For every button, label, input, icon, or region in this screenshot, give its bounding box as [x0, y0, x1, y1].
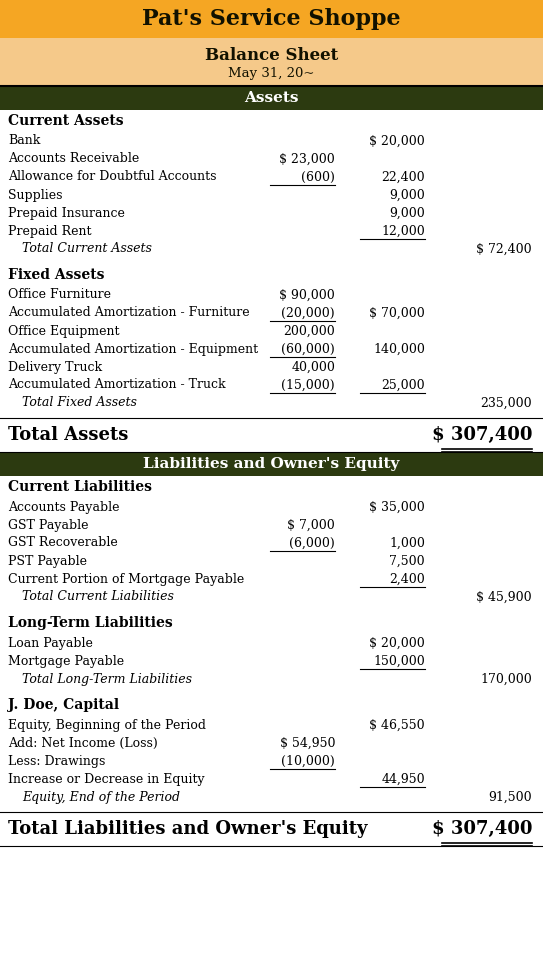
- Text: Equity, Beginning of the Period: Equity, Beginning of the Period: [8, 719, 206, 731]
- Text: 40,000: 40,000: [291, 361, 335, 373]
- Text: $ 23,000: $ 23,000: [279, 152, 335, 166]
- Text: J. Doe, Capital: J. Doe, Capital: [8, 698, 119, 712]
- Text: 12,000: 12,000: [381, 225, 425, 237]
- Text: 7,500: 7,500: [389, 554, 425, 568]
- Text: GST Recoverable: GST Recoverable: [8, 537, 118, 549]
- Bar: [0, 0, 543, 38]
- Text: 170,000: 170,000: [480, 673, 532, 685]
- Text: May 31, 20~: May 31, 20~: [228, 68, 315, 80]
- Text: Long-Term Liabilities: Long-Term Liabilities: [8, 616, 173, 630]
- Text: $ 35,000: $ 35,000: [369, 501, 425, 514]
- Text: Accounts Payable: Accounts Payable: [8, 501, 119, 514]
- Text: $ 90,000: $ 90,000: [279, 288, 335, 301]
- Text: Office Furniture: Office Furniture: [8, 288, 111, 301]
- Text: Supplies: Supplies: [8, 189, 62, 202]
- Text: Assets: Assets: [244, 91, 299, 105]
- Text: Less: Drawings: Less: Drawings: [8, 754, 105, 768]
- Text: Add: Net Income (Loss): Add: Net Income (Loss): [8, 737, 158, 749]
- Text: 200,000: 200,000: [283, 324, 335, 338]
- Text: $ 46,550: $ 46,550: [369, 719, 425, 731]
- Text: Total Long-Term Liabilities: Total Long-Term Liabilities: [22, 673, 192, 685]
- Text: Delivery Truck: Delivery Truck: [8, 361, 102, 373]
- Text: 25,000: 25,000: [381, 379, 425, 391]
- Text: Liabilities and Owner's Equity: Liabilities and Owner's Equity: [143, 457, 400, 471]
- Text: $ 20,000: $ 20,000: [369, 636, 425, 650]
- Text: (10,000): (10,000): [281, 754, 335, 768]
- Text: $ 7,000: $ 7,000: [287, 519, 335, 531]
- Text: Equity, End of the Period: Equity, End of the Period: [22, 790, 180, 804]
- Bar: [0, 86, 543, 110]
- Text: Accumulated Amortization - Equipment: Accumulated Amortization - Equipment: [8, 343, 258, 355]
- Text: Accumulated Amortization - Truck: Accumulated Amortization - Truck: [8, 379, 226, 391]
- Text: 235,000: 235,000: [481, 396, 532, 410]
- Text: Current Assets: Current Assets: [8, 114, 124, 128]
- Text: Allowance for Doubtful Accounts: Allowance for Doubtful Accounts: [8, 170, 217, 184]
- Text: GST Payable: GST Payable: [8, 519, 89, 531]
- Text: Increase or Decrease in Equity: Increase or Decrease in Equity: [8, 772, 205, 786]
- Bar: [0, 38, 543, 86]
- Text: 44,950: 44,950: [381, 772, 425, 786]
- Text: Loan Payable: Loan Payable: [8, 636, 93, 650]
- Text: $ 45,900: $ 45,900: [476, 590, 532, 604]
- Text: Accumulated Amortization - Furniture: Accumulated Amortization - Furniture: [8, 306, 250, 320]
- Text: (15,000): (15,000): [281, 379, 335, 391]
- Text: $ 54,950: $ 54,950: [280, 737, 335, 749]
- Text: 91,500: 91,500: [488, 790, 532, 804]
- Text: Bank: Bank: [8, 135, 40, 147]
- Text: Total Current Liabilities: Total Current Liabilities: [22, 590, 174, 604]
- Text: Mortgage Payable: Mortgage Payable: [8, 655, 124, 667]
- Text: Office Equipment: Office Equipment: [8, 324, 119, 338]
- Text: Total Fixed Assets: Total Fixed Assets: [22, 396, 137, 410]
- Text: Current Liabilities: Current Liabilities: [8, 480, 152, 494]
- Text: 9,000: 9,000: [389, 189, 425, 202]
- Text: 22,400: 22,400: [381, 170, 425, 184]
- Text: 150,000: 150,000: [373, 655, 425, 667]
- Text: Balance Sheet: Balance Sheet: [205, 47, 338, 63]
- Text: $ 20,000: $ 20,000: [369, 135, 425, 147]
- Text: (6,000): (6,000): [289, 537, 335, 549]
- Text: Total Current Assets: Total Current Assets: [22, 242, 152, 256]
- Text: 9,000: 9,000: [389, 207, 425, 219]
- Text: (20,000): (20,000): [281, 306, 335, 320]
- Text: (600): (600): [301, 170, 335, 184]
- Text: $ 307,400: $ 307,400: [432, 426, 532, 444]
- Text: PST Payable: PST Payable: [8, 554, 87, 568]
- Text: (60,000): (60,000): [281, 343, 335, 355]
- Text: $ 70,000: $ 70,000: [369, 306, 425, 320]
- Text: Total Liabilities and Owner's Equity: Total Liabilities and Owner's Equity: [8, 820, 368, 838]
- Text: $ 72,400: $ 72,400: [476, 242, 532, 256]
- Bar: [0, 452, 543, 476]
- Text: 2,400: 2,400: [389, 572, 425, 586]
- Text: $ 307,400: $ 307,400: [432, 820, 532, 838]
- Text: 140,000: 140,000: [373, 343, 425, 355]
- Text: 1,000: 1,000: [389, 537, 425, 549]
- Text: Prepaid Insurance: Prepaid Insurance: [8, 207, 125, 219]
- Text: Total Assets: Total Assets: [8, 426, 128, 444]
- Text: Current Portion of Mortgage Payable: Current Portion of Mortgage Payable: [8, 572, 244, 586]
- Text: Pat's Service Shoppe: Pat's Service Shoppe: [142, 8, 401, 30]
- Text: Fixed Assets: Fixed Assets: [8, 268, 104, 282]
- Text: Prepaid Rent: Prepaid Rent: [8, 225, 92, 237]
- Text: Accounts Receivable: Accounts Receivable: [8, 152, 139, 166]
